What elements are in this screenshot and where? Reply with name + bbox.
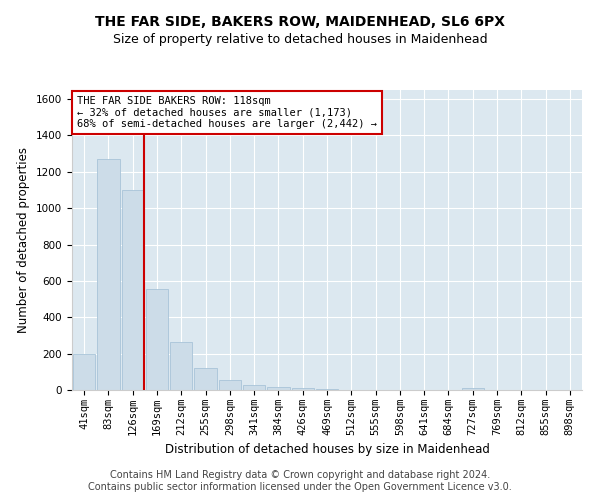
Text: Contains public sector information licensed under the Open Government Licence v3: Contains public sector information licen… xyxy=(88,482,512,492)
Bar xyxy=(146,289,168,390)
Bar xyxy=(461,388,484,390)
Bar xyxy=(73,354,95,390)
Bar xyxy=(122,190,144,390)
Bar xyxy=(316,389,338,390)
Bar xyxy=(170,342,193,390)
Bar xyxy=(194,368,217,390)
Text: Size of property relative to detached houses in Maidenhead: Size of property relative to detached ho… xyxy=(113,32,487,46)
X-axis label: Distribution of detached houses by size in Maidenhead: Distribution of detached houses by size … xyxy=(164,444,490,456)
Bar xyxy=(97,159,119,390)
Text: THE FAR SIDE, BAKERS ROW, MAIDENHEAD, SL6 6PX: THE FAR SIDE, BAKERS ROW, MAIDENHEAD, SL… xyxy=(95,15,505,29)
Bar xyxy=(292,388,314,390)
Text: THE FAR SIDE BAKERS ROW: 118sqm
← 32% of detached houses are smaller (1,173)
68%: THE FAR SIDE BAKERS ROW: 118sqm ← 32% of… xyxy=(77,96,377,129)
Bar xyxy=(243,384,265,390)
Bar xyxy=(267,386,290,390)
Y-axis label: Number of detached properties: Number of detached properties xyxy=(17,147,31,333)
Text: Contains HM Land Registry data © Crown copyright and database right 2024.: Contains HM Land Registry data © Crown c… xyxy=(110,470,490,480)
Bar xyxy=(218,380,241,390)
